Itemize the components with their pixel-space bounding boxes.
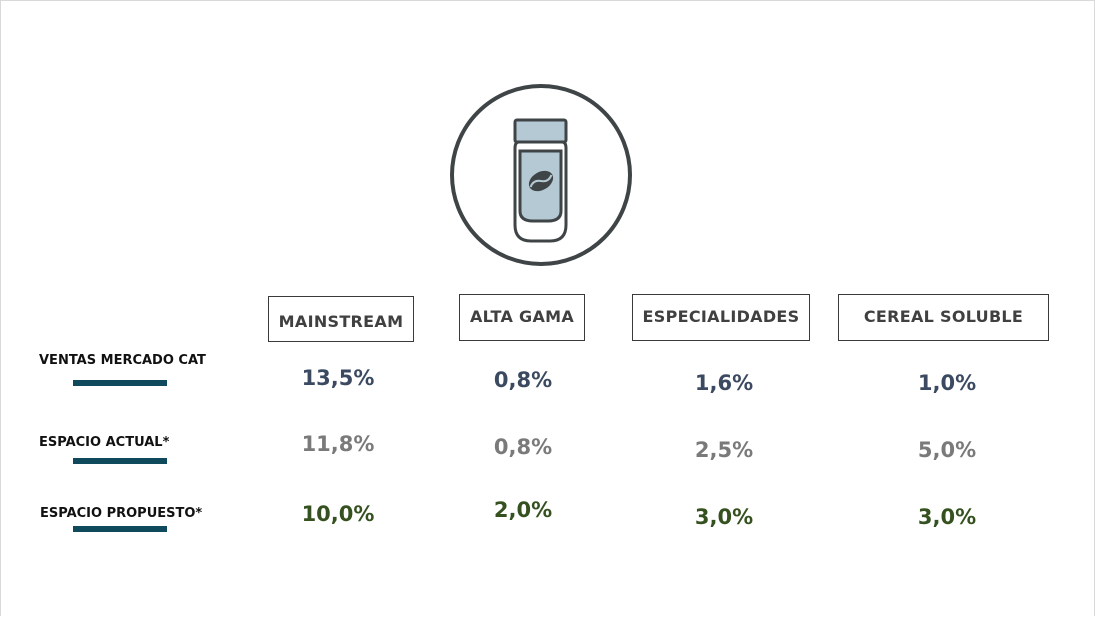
- column-header-cereal-soluble: CEREAL SOLUBLE: [838, 294, 1049, 341]
- value-cell: 1,6%: [694, 371, 754, 395]
- row-underline: [73, 458, 167, 464]
- row-underline: [73, 526, 167, 532]
- value-cell: 10,0%: [301, 502, 375, 526]
- value-cell: 2,5%: [694, 438, 754, 462]
- value-cell: 11,8%: [301, 432, 375, 456]
- value-cell: 2,0%: [493, 498, 553, 522]
- value-cell: 1,0%: [917, 371, 977, 395]
- column-header-mainstream: MAINSTREAM: [268, 296, 414, 342]
- value-cell: 3,0%: [917, 505, 977, 529]
- row-underline: [73, 380, 167, 386]
- value-cell: 5,0%: [917, 438, 977, 462]
- column-header-especialidades: ESPECIALIDADES: [632, 294, 810, 341]
- value-cell: 3,0%: [694, 505, 754, 529]
- column-header-alta-gama: ALTA GAMA: [459, 294, 585, 341]
- value-cell: 0,8%: [493, 368, 553, 392]
- value-cell: 0,8%: [493, 435, 553, 459]
- row-label-espacio-propuesto: ESPACIO PROPUESTO*: [40, 506, 203, 521]
- row-label-espacio-actual: ESPACIO ACTUAL*: [39, 435, 170, 450]
- coffee-jar-icon: [448, 83, 634, 269]
- row-label-ventas-mercado: VENTAS MERCADO CAT: [39, 353, 206, 368]
- value-cell: 13,5%: [301, 366, 375, 390]
